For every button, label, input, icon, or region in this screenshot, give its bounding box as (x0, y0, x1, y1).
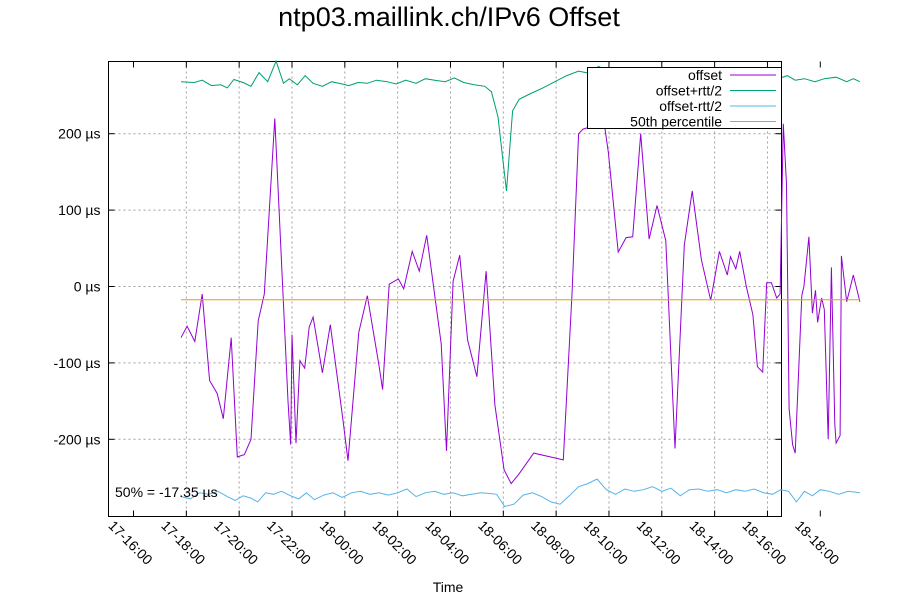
legend-label: offset+rtt/2 (656, 83, 722, 99)
y-tick-label: 0 µs (74, 279, 101, 295)
x-tick-label: 18-02:00 (370, 517, 421, 568)
median-annotation: 50% = -17.35 µs (115, 484, 218, 500)
series-line-offset-rtt-2 (180, 478, 860, 508)
legend-box (587, 67, 782, 129)
x-tick-label: 18-12:00 (634, 517, 685, 568)
chart-title: ntp03.maillink.ch/IPv6 Offset (278, 2, 620, 32)
x-tick-label: 17-22:00 (264, 517, 315, 568)
x-tick-label: 18-14:00 (687, 517, 738, 568)
y-tick-label: -200 µs (54, 431, 101, 447)
legend-label: offset (688, 67, 722, 83)
y-axis: 200 µs 100 µs 0 µs -100 µs -200 µs (54, 126, 782, 447)
x-tick-label: 17-16:00 (105, 517, 156, 568)
y-tick-label: -100 µs (54, 355, 101, 371)
x-tick-label: 17-18:00 (158, 517, 209, 568)
legend-label: offset-rtt/2 (659, 98, 722, 114)
legend-label: 50th percentile (630, 114, 722, 130)
y-tick-label: 200 µs (58, 126, 100, 142)
y-tick-label: 100 µs (58, 202, 100, 218)
plot-area (108, 61, 782, 517)
x-tick-label: 18-00:00 (317, 517, 368, 568)
x-tick-label: 18-16:00 (739, 517, 790, 568)
x-tick-label: 18-04:00 (422, 517, 473, 568)
x-axis-label: Time (433, 579, 464, 595)
x-tick-label: 18-10:00 (581, 517, 632, 568)
x-tick-label: 18-18:00 (792, 517, 843, 568)
x-tick-label: 18-06:00 (475, 517, 526, 568)
x-tick-label: 17-20:00 (211, 517, 262, 568)
x-tick-label: 18-08:00 (528, 517, 579, 568)
series-line-offset (180, 104, 861, 485)
grid-lines (108, 61, 782, 517)
